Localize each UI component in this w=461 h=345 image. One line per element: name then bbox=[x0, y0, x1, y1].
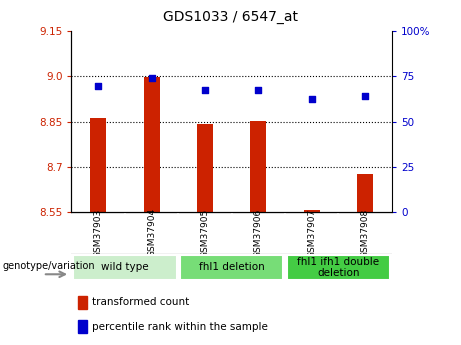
Bar bbox=[78, 296, 87, 309]
Text: GSM37905: GSM37905 bbox=[201, 208, 209, 257]
Text: GDS1033 / 6547_at: GDS1033 / 6547_at bbox=[163, 10, 298, 24]
Bar bbox=[357, 175, 373, 212]
Text: GSM37906: GSM37906 bbox=[254, 208, 263, 257]
Bar bbox=[90, 118, 106, 212]
Point bbox=[148, 76, 155, 81]
Text: transformed count: transformed count bbox=[92, 297, 189, 307]
Bar bbox=[73, 255, 177, 280]
Text: genotype/variation: genotype/variation bbox=[2, 261, 95, 271]
Text: GSM37903: GSM37903 bbox=[94, 208, 103, 257]
Text: fhl1 ifh1 double
deletion: fhl1 ifh1 double deletion bbox=[297, 257, 379, 278]
Bar bbox=[143, 77, 160, 212]
Text: GSM37904: GSM37904 bbox=[147, 208, 156, 257]
Point bbox=[95, 83, 102, 89]
Point bbox=[254, 87, 262, 92]
Bar bbox=[78, 320, 87, 333]
Text: GSM37908: GSM37908 bbox=[361, 208, 370, 257]
Point bbox=[308, 97, 315, 102]
Bar bbox=[304, 210, 320, 212]
Bar bbox=[180, 255, 284, 280]
Point bbox=[201, 87, 209, 92]
Bar bbox=[250, 121, 266, 212]
Point bbox=[361, 93, 369, 99]
Text: GSM37907: GSM37907 bbox=[307, 208, 316, 257]
Text: percentile rank within the sample: percentile rank within the sample bbox=[92, 322, 268, 332]
Bar bbox=[197, 124, 213, 212]
Text: wild type: wild type bbox=[101, 263, 148, 272]
Text: fhl1 deletion: fhl1 deletion bbox=[199, 263, 265, 272]
Bar bbox=[287, 255, 390, 280]
